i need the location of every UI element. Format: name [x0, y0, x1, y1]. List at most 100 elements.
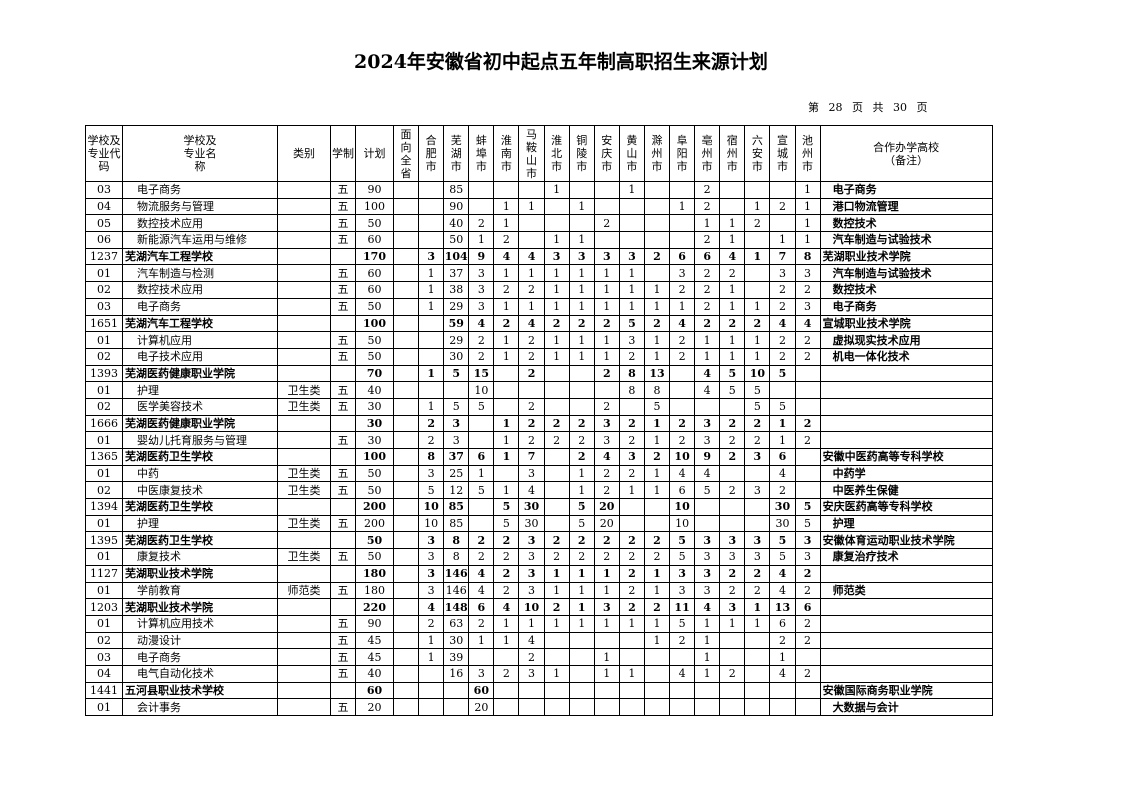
city-quota-cell: 9 — [468, 247, 495, 266]
city-quota-cell: 10 — [468, 381, 495, 399]
code-cell: 01 — [85, 264, 123, 283]
city-quota-cell — [392, 314, 420, 333]
city-quota-cell: 2 — [794, 631, 821, 650]
remark-cell: 港口物流管理 — [819, 197, 993, 216]
remark-cell: 中医养生保健 — [819, 481, 993, 500]
city-quota-cell: 1 — [543, 297, 570, 316]
city-quota-cell — [392, 598, 420, 616]
city-quota-cell: 1 — [643, 431, 671, 449]
major-row: 02 中医康复技术 卫生类五 50 5 12 5 1 4 1 2 1 1 6 5 2 3 2 中医养生保健 — [85, 481, 993, 500]
city-quota-cell: 2 — [518, 364, 545, 383]
city-quota-cell: 2 — [593, 214, 620, 233]
city-quota-cell: 2 — [593, 314, 620, 333]
remark-cell — [819, 664, 993, 683]
city-quota-cell — [643, 514, 671, 533]
city-quota-cell — [418, 214, 445, 233]
city-quota-cell: 3 — [418, 564, 445, 583]
city-quota-cell: 2 — [719, 448, 746, 466]
header-remark: 合作办学高校（备注） — [819, 125, 993, 182]
system-cell: 五 — [330, 548, 356, 566]
city-quota-cell: 1 — [543, 581, 570, 600]
city-quota-cell — [593, 381, 620, 399]
system-cell: 五 — [330, 331, 356, 349]
city-quota-cell — [568, 364, 595, 383]
city-quota-cell: 2 — [543, 431, 570, 449]
city-quota-cell — [392, 197, 420, 216]
city-quota-cell: 4 — [694, 364, 721, 383]
city-quota-cell: 4 — [669, 664, 696, 683]
city-quota-cell — [669, 648, 696, 666]
city-quota-cell — [392, 531, 420, 550]
city-quota-cell — [719, 631, 746, 650]
city-quota-cell — [794, 464, 821, 483]
name-cell: 会计事务 — [122, 698, 278, 716]
category-cell — [277, 281, 331, 299]
remark-cell: 汽车制造与试验技术 — [819, 231, 993, 249]
remark-cell — [819, 431, 993, 449]
city-quota-cell — [543, 514, 570, 533]
city-quota-cell — [643, 214, 671, 233]
plan-cell: 90 — [355, 181, 394, 199]
code-cell: 02 — [85, 481, 123, 500]
city-quota-cell: 1 — [518, 264, 545, 283]
city-quota-cell: 1 — [493, 448, 520, 466]
code-cell: 01 — [85, 698, 123, 716]
city-quota-cell — [694, 397, 721, 416]
remark-cell: 安徽国际商务职业学院 — [819, 681, 993, 700]
system-cell: 五 — [330, 698, 356, 716]
city-quota-cell: 2 — [669, 347, 696, 366]
city-quota-cell: 2 — [618, 548, 645, 566]
header-city: 黄山市 — [618, 125, 645, 182]
system-cell: 五 — [330, 631, 356, 650]
city-quota-cell: 4 — [418, 598, 445, 616]
city-quota-cell: 1 — [694, 214, 721, 233]
city-quota-cell: 1 — [468, 464, 495, 483]
name-cell: 电子商务 — [122, 181, 278, 199]
city-quota-cell: 1 — [568, 464, 595, 483]
city-quota-cell: 2 — [418, 431, 445, 449]
city-quota-cell: 3 — [518, 581, 545, 600]
city-quota-cell: 5 — [568, 514, 595, 533]
city-quota-cell — [392, 548, 420, 566]
city-quota-cell: 6 — [694, 247, 721, 266]
remark-cell: 数控技术 — [819, 214, 993, 233]
remark-cell: 安徽体育运动职业技术学院 — [819, 531, 993, 550]
city-quota-cell — [593, 181, 620, 199]
city-quota-cell: 59 — [443, 314, 470, 333]
city-quota-cell: 3 — [744, 448, 771, 466]
system-cell — [330, 564, 356, 583]
header-city: 六安市 — [744, 125, 771, 182]
category-cell — [277, 414, 331, 433]
header-name: 学校及专业名称 — [122, 125, 278, 182]
header-city: 面向全省 — [392, 125, 420, 182]
city-quota-cell: 2 — [794, 664, 821, 683]
city-quota-cell: 1 — [593, 614, 620, 633]
plan-cell: 60 — [355, 281, 394, 299]
category-cell — [277, 431, 331, 449]
name-cell: 芜湖医药卫生学校 — [122, 448, 278, 466]
remark-cell — [819, 631, 993, 650]
city-quota-cell — [392, 464, 420, 483]
city-quota-cell: 3 — [418, 464, 445, 483]
city-quota-cell: 2 — [643, 314, 671, 333]
name-cell: 中药 — [122, 464, 278, 483]
remark-cell: 汽车制造与试验技术 — [819, 264, 993, 283]
city-quota-cell — [543, 681, 570, 700]
city-quota-cell: 1 — [744, 347, 771, 366]
city-quota-cell — [593, 681, 620, 700]
school-row: 1441 五河县职业技术学校 60 60 安徽国际商务职业学院 — [85, 681, 993, 700]
city-quota-cell — [719, 648, 746, 666]
city-quota-cell — [694, 681, 721, 700]
city-quota-cell: 2 — [794, 614, 821, 633]
city-quota-cell — [593, 698, 620, 716]
header-city: 蚌埠市 — [468, 125, 495, 182]
city-quota-cell: 2 — [593, 464, 620, 483]
plan-cell: 90 — [355, 614, 394, 633]
city-quota-cell: 1 — [418, 297, 445, 316]
major-row: 02 动漫设计五 45 1 30 1 1 4 1 2 1 2 2 — [85, 631, 993, 650]
city-quota-cell: 1 — [769, 231, 796, 249]
header-city: 滁州市 — [643, 125, 671, 182]
city-quota-cell: 1 — [493, 431, 520, 449]
city-quota-cell: 1 — [618, 297, 645, 316]
city-quota-cell: 1 — [719, 281, 746, 299]
